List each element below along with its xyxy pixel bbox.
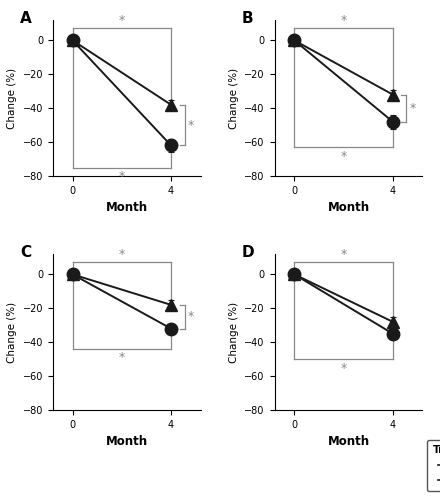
Text: *: * (409, 102, 416, 114)
Text: *: * (119, 352, 125, 364)
Legend: MIN, RIS: MIN, RIS (427, 440, 440, 490)
Y-axis label: Change (%): Change (%) (229, 68, 239, 128)
X-axis label: Month: Month (106, 202, 148, 214)
Text: *: * (341, 14, 347, 27)
Text: D: D (242, 244, 255, 260)
X-axis label: Month: Month (327, 436, 370, 448)
Text: *: * (119, 14, 125, 27)
Text: *: * (341, 362, 347, 374)
Text: *: * (119, 170, 125, 183)
Y-axis label: Change (%): Change (%) (7, 68, 17, 128)
Text: *: * (119, 248, 125, 261)
Y-axis label: Change (%): Change (%) (229, 302, 239, 362)
Text: B: B (242, 10, 254, 26)
Text: *: * (187, 118, 194, 132)
Text: *: * (341, 248, 347, 261)
Y-axis label: Change (%): Change (%) (7, 302, 17, 362)
X-axis label: Month: Month (106, 436, 148, 448)
Text: *: * (341, 150, 347, 162)
Text: A: A (20, 10, 32, 26)
Text: C: C (20, 244, 31, 260)
Text: *: * (187, 310, 194, 323)
X-axis label: Month: Month (327, 202, 370, 214)
